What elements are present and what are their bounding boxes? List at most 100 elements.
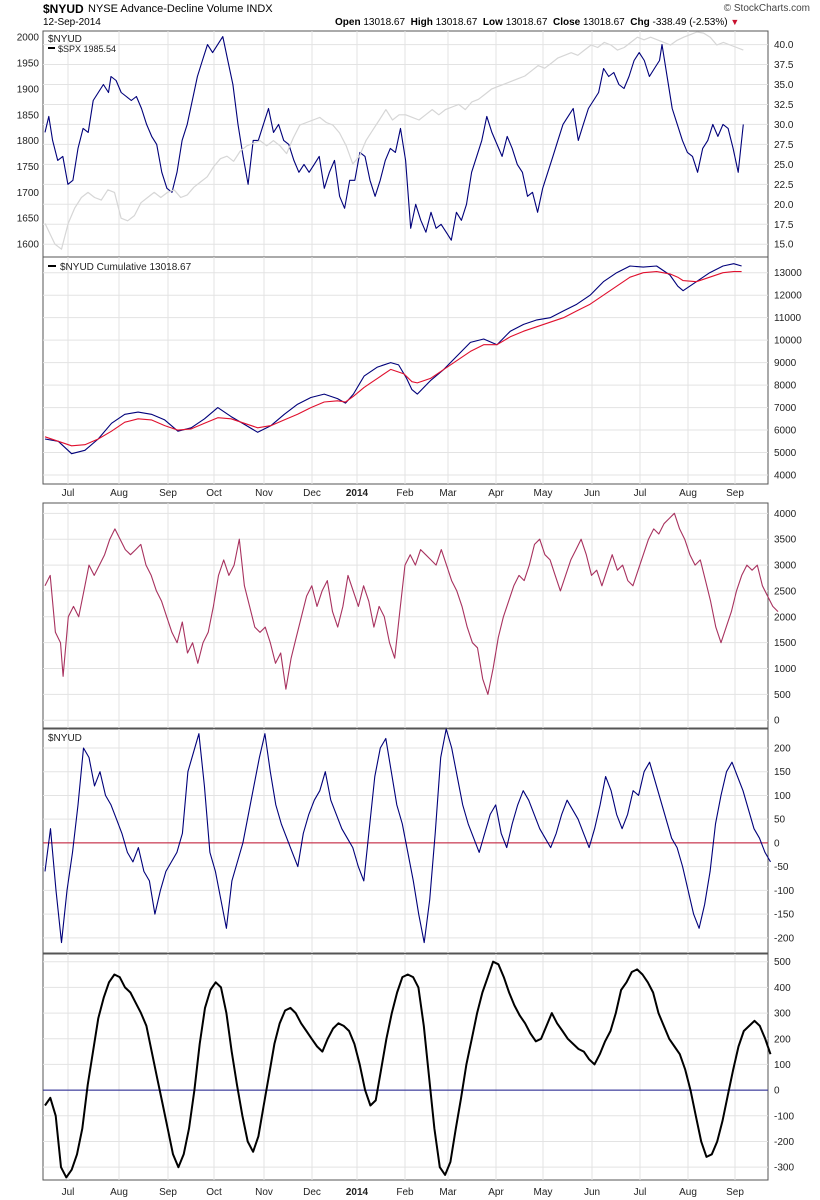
x-tick-label: Mar — [439, 488, 457, 499]
y-tick-label: 22.5 — [774, 180, 794, 191]
legend-entry-spx: $SPX 1985.54 — [58, 44, 116, 54]
quote-bar: Open 13018.67 High 13018.67 Low 13018.67… — [335, 17, 739, 28]
symbol-label: $NYUD — [43, 2, 84, 16]
y-tick-label: 17.5 — [774, 220, 794, 231]
series-line — [44, 36, 744, 241]
chart-header: $NYUD NYSE Advance-Decline Volume INDX 1… — [0, 0, 820, 30]
x-tick-label: Aug — [110, 488, 128, 499]
y-tick-label: 7000 — [774, 403, 797, 414]
series-line — [44, 960, 772, 1179]
legend-entry-nyud: $NYUD — [48, 34, 82, 45]
y-tick-label: 25.0 — [774, 160, 794, 171]
y-tick-label: 500 — [774, 690, 791, 701]
y-tick-label: 100 — [774, 791, 791, 802]
y-tick-label: 4000 — [774, 471, 797, 482]
y-tick-label: 400 — [774, 983, 791, 994]
x-tick-label: 2014 — [346, 1187, 369, 1198]
y-tick-label: 4000 — [774, 509, 797, 520]
series-line — [44, 31, 744, 250]
y-tick-label: -300 — [774, 1163, 794, 1174]
x-tick-label: Dec — [303, 488, 321, 499]
left-tick-label: 1800 — [17, 136, 40, 147]
x-tick-label: May — [534, 488, 553, 499]
left-tick-label: 1950 — [17, 59, 40, 70]
y-tick-label: -100 — [774, 886, 794, 897]
y-tick-label: 2000 — [774, 612, 797, 623]
y-tick-label: 50 — [774, 815, 786, 826]
chg-label: Chg — [630, 17, 650, 28]
left-tick-label: 1650 — [17, 214, 40, 225]
y-tick-label: 5000 — [774, 448, 797, 459]
x-tick-label: Mar — [439, 1187, 457, 1198]
y-tick-label: 3000 — [774, 561, 797, 572]
close-value: 13018.67 — [582, 17, 625, 28]
y-tick-label: -50 — [774, 862, 789, 873]
y-tick-label: 100 — [774, 1060, 791, 1071]
y-tick-label: -150 — [774, 910, 794, 921]
close-label: Close — [552, 17, 581, 28]
y-tick-label: 40.0 — [774, 40, 794, 51]
chg-value: -338.49 (-2.53%) — [652, 17, 728, 28]
y-tick-label: -200 — [774, 1137, 794, 1148]
x-tick-label: Jul — [634, 1187, 647, 1198]
y-tick-label: -100 — [774, 1111, 794, 1122]
x-tick-label: Sep — [159, 488, 177, 499]
y-tick-label: 500 — [774, 957, 791, 968]
y-tick-label: 6000 — [774, 426, 797, 437]
y-tick-label: 27.5 — [774, 140, 794, 151]
x-tick-label: Jul — [634, 488, 647, 499]
x-tick-label: Aug — [110, 1187, 128, 1198]
left-tick-label: 2000 — [17, 33, 40, 44]
y-tick-label: 20.0 — [774, 200, 794, 211]
y-tick-label: 1500 — [774, 638, 797, 649]
x-tick-label: Oct — [206, 488, 222, 499]
date-label: 12-Sep-2014 — [43, 17, 101, 28]
x-tick-label: Jul — [62, 1187, 75, 1198]
legend-entry-nyud: $NYUD — [48, 733, 82, 744]
y-tick-label: 0 — [774, 716, 780, 727]
y-tick-label: 9000 — [774, 358, 797, 369]
x-tick-label: 2014 — [346, 488, 369, 499]
x-tick-label: May — [534, 1187, 553, 1198]
legend-entry-cumulative: $NYUD Cumulative 13018.67 — [60, 262, 192, 273]
y-tick-label: 13000 — [774, 268, 802, 279]
x-tick-label: Nov — [255, 1187, 273, 1198]
y-tick-label: 37.5 — [774, 60, 794, 71]
open-value: 13018.67 — [363, 17, 406, 28]
x-tick-label: Sep — [159, 1187, 177, 1198]
x-tick-label: Aug — [679, 1187, 697, 1198]
x-tick-label: Apr — [488, 1187, 504, 1198]
y-tick-label: 300 — [774, 1009, 791, 1020]
series-line — [44, 263, 742, 455]
left-tick-label: 1850 — [17, 110, 40, 121]
left-tick-label: 1900 — [17, 84, 40, 95]
y-tick-label: -200 — [774, 933, 794, 944]
y-tick-label: 32.5 — [774, 100, 794, 111]
x-tick-label: Jun — [584, 1187, 600, 1198]
low-value: 13018.67 — [505, 17, 548, 28]
series-line — [44, 728, 771, 944]
x-tick-label: Apr — [488, 488, 504, 499]
x-tick-label: Feb — [396, 1187, 414, 1198]
brand-label[interactable]: © StockCharts.com — [723, 3, 810, 14]
y-tick-label: 10000 — [774, 336, 802, 347]
low-label: Low — [482, 17, 503, 28]
x-tick-label: Nov — [255, 488, 273, 499]
x-tick-label: Sep — [726, 1187, 744, 1198]
x-tick-label: Sep — [726, 488, 744, 499]
series-line — [44, 512, 779, 695]
y-tick-label: 0 — [774, 1086, 780, 1097]
y-tick-label: 1000 — [774, 664, 797, 675]
x-tick-label: Oct — [206, 1187, 222, 1198]
y-tick-label: 200 — [774, 1034, 791, 1045]
y-tick-label: 2500 — [774, 586, 797, 597]
y-tick-label: 15.0 — [774, 240, 794, 251]
y-tick-label: 0 — [774, 838, 780, 849]
y-tick-label: 30.0 — [774, 120, 794, 131]
description-label: NYSE Advance-Decline Volume INDX — [88, 3, 273, 15]
x-tick-label: Feb — [396, 488, 414, 499]
left-tick-label: 1700 — [17, 188, 40, 199]
high-label: High — [410, 17, 433, 28]
y-tick-label: 150 — [774, 767, 791, 778]
